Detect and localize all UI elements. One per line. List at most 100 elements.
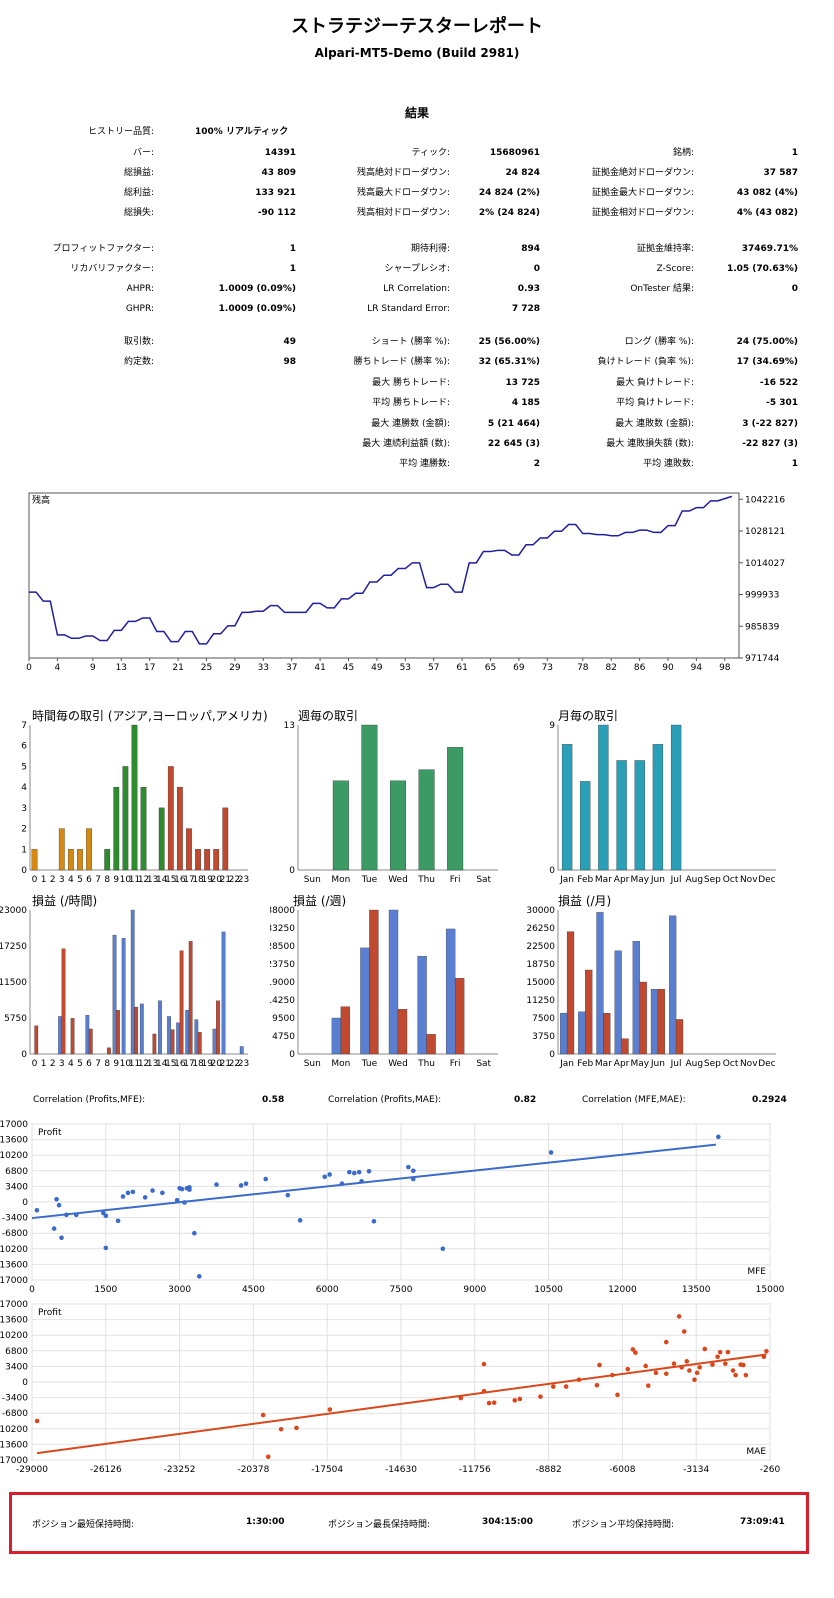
profit_mfe-point [440, 1246, 446, 1252]
stat-value: 5 (21 464) [487, 419, 540, 429]
hourly_pl-bar-loss [197, 1031, 202, 1055]
stat-label: 約定数: [123, 357, 154, 367]
stat-value: 894 [521, 244, 540, 254]
weekly_trades-bar [418, 769, 435, 871]
hourly_pl-bar-loss [34, 1025, 39, 1055]
profit_mfe-point [263, 1176, 269, 1182]
hourly_pl-xtick-label: 3 [59, 1059, 65, 1069]
stat-value: 24 824 [505, 168, 540, 178]
hourly_pl-ytick-label: 11500 [0, 978, 27, 988]
stat-label: 最大 連敗数 (金額): [615, 419, 694, 429]
profit_mfe-point [51, 1226, 57, 1231]
balance-xtick-label: 65 [485, 663, 496, 673]
profit_mfe-ytick-label: 10200 [0, 1151, 28, 1161]
corr-profit-mae-label: Correlation (Profits,MAE): [328, 1095, 442, 1105]
hourly_trades-bar [158, 807, 165, 871]
hourly_trades-xtick-label: 18 [192, 875, 204, 885]
hourly_trades-ytick-label: 1 [21, 845, 27, 855]
stat-value: 49 [283, 337, 296, 347]
profit_mae-point [294, 1425, 299, 1431]
profit_mfe-xtick-label: 10500 [534, 1285, 563, 1295]
holding-time-box: ポジション最短保持時間: 1:30:00 ポジション最長保持時間: 304:15… [9, 1492, 809, 1554]
hourly_pl-bar-loss [61, 948, 66, 1055]
profit_mfe-xtick-label: 1500 [94, 1285, 117, 1295]
profit_mfe-point [347, 1169, 352, 1175]
profit_mfe-point [327, 1172, 332, 1177]
profit_mfe-point [125, 1190, 131, 1196]
monthly_pl-xtick-label: Oct [723, 1059, 739, 1069]
hourly_pl-xtick-label: 10 [120, 1059, 132, 1069]
hourly_pl-bar-profit [194, 1019, 199, 1055]
balance-xtick-label: 33 [258, 663, 269, 673]
profit_mfe-ytick-label: -17000 [0, 1276, 28, 1286]
stat-label: 平均 負けトレード: [616, 398, 694, 408]
weekly_trades-bar [389, 780, 407, 871]
hourly_trades-xtick-label: 7 [95, 875, 101, 885]
profit_mfe-xtick-label: 7500 [390, 1285, 413, 1295]
profit_mae-point [615, 1392, 620, 1398]
balance-xtick-label: 53 [400, 663, 411, 673]
stat-label: 最大 連続利益額 (数): [362, 439, 450, 449]
hourly_trades-bar [186, 828, 192, 871]
monthly_pl-ytick-label: 11250 [526, 996, 555, 1006]
hourly_pl-bar-profit [130, 909, 135, 1055]
profit_mfe-point [73, 1212, 79, 1218]
balance-ytick-label: 971744 [745, 654, 780, 664]
stat-label: シャープレシオ: [384, 264, 451, 274]
stat-label: 証拠金相対ドローダウン: [591, 208, 694, 218]
monthly-trades-chart: 0 9 Jan Feb Mar Apr May Jun Jul Aug Sep Oct Nov Dec [549, 721, 776, 885]
profit_mae-point [687, 1368, 692, 1373]
stat-value: 43 082 (4%) [736, 188, 798, 198]
stat-value: 13 725 [505, 378, 540, 388]
weekly_pl-xtick-label: Fri [450, 1059, 461, 1069]
profit_mae-point [538, 1394, 543, 1399]
weekly_pl-ytick-label: 19000 [270, 978, 295, 988]
stat-value: 98 [283, 357, 296, 367]
profit_mae-point [730, 1368, 736, 1373]
profit_mae-point [676, 1314, 682, 1319]
results-heading: 結果 [404, 106, 429, 120]
profit_mae-ytick-label: 3400 [5, 1362, 28, 1372]
weekly_pl-xtick-label: Sun [304, 1059, 321, 1069]
hourly_pl-xtick-label: 6 [86, 1059, 92, 1069]
monthly_pl-xtick-label: Feb [577, 1059, 593, 1069]
monthly_trades-xtick-label: Mar [595, 875, 612, 885]
profit_mae-point [597, 1362, 602, 1368]
profit_mae-point [764, 1348, 769, 1354]
hourly_trades-xtick-label: 14 [156, 875, 168, 885]
profit_mae-xtick-label: -20378 [237, 1465, 269, 1475]
hourly_pl-xtick-label: 13 [147, 1059, 158, 1069]
balance-xtick-label: 41 [314, 663, 325, 673]
profit_mfe-point [548, 1150, 554, 1155]
hourly_pl-ytick-label: 0 [21, 1050, 27, 1060]
hourly_pl-bar-profit [239, 1046, 244, 1055]
hourly_trades-ytick-label: 4 [21, 783, 27, 793]
stat-value: 4% (43 082) [736, 208, 798, 218]
weekly_pl-ytick-label: 38000 [270, 906, 295, 916]
stat-value: 22 645 (3) [487, 439, 540, 449]
stat-value: 2 [533, 459, 540, 469]
monthly_pl-xtick-label: May [630, 1059, 649, 1069]
monthly_trades-xtick-label: May [630, 875, 649, 885]
monthly_trades-xtick-label: Feb [577, 875, 593, 885]
corr-mfe-mae-label: Correlation (MFE,MAE): [582, 1095, 686, 1105]
hourly_trades-ytick-label: 7 [21, 721, 27, 731]
balance-xtick-label: 17 [144, 663, 155, 673]
hourly_trades-bar [204, 849, 210, 871]
stat-value: 37469.71% [741, 244, 798, 254]
profit_mfe-xtick-label: 13500 [682, 1285, 711, 1295]
profit_mfe-point [160, 1190, 165, 1196]
hourly_pl-bar-profit [139, 1003, 144, 1055]
profit_mae-point [260, 1412, 266, 1418]
monthly_pl-xtick-label: Jan [559, 1059, 574, 1069]
hourly_pl-ytick-label: 17250 [0, 942, 27, 952]
profit_mae-point [610, 1372, 615, 1378]
weekly_trades-ytick-label: 0 [289, 866, 295, 876]
weekly_pl-ytick-label: 28500 [270, 942, 295, 952]
profit_mfe-ytick-label: 6800 [5, 1167, 28, 1177]
hourly_trades-xtick-label: 10 [120, 875, 132, 885]
profit_mae-point [653, 1370, 659, 1376]
hourly_pl-bar-loss [107, 1047, 111, 1055]
weekly-trades-chart: 0 13 Sun Mon Tue Wed Thu Fri Sat [284, 721, 498, 885]
balance-xtick-label: 21 [172, 663, 183, 673]
